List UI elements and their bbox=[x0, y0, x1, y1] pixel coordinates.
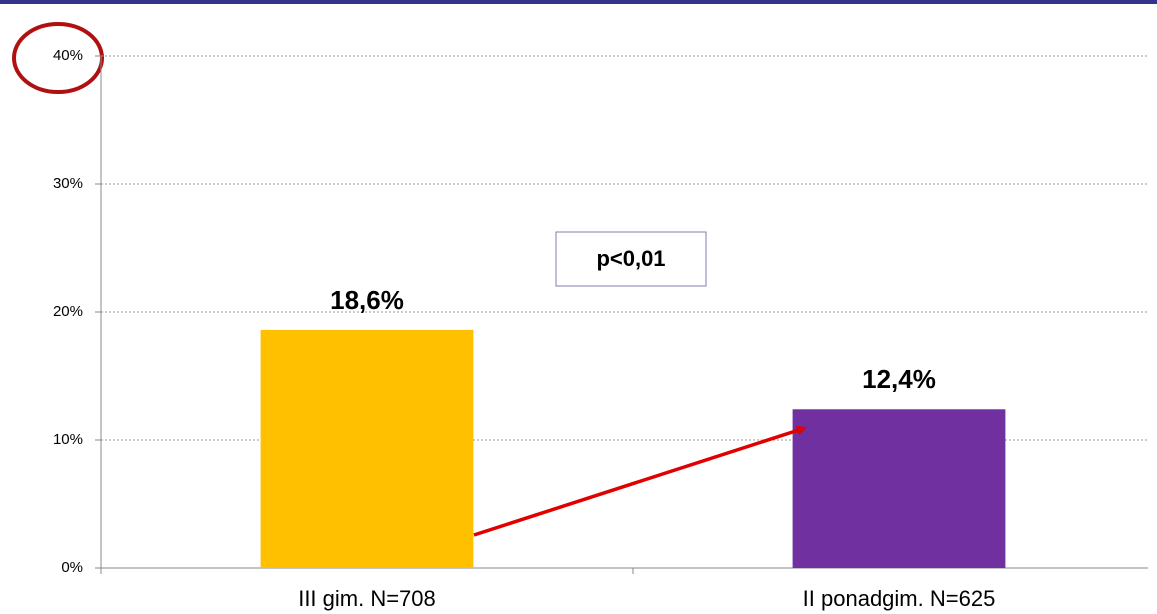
annotation-box bbox=[555, 231, 707, 287]
highlight-circle bbox=[12, 22, 104, 94]
x-tick-label: II ponadgim. N=625 bbox=[803, 586, 996, 611]
y-tick-label: 20% bbox=[53, 303, 83, 320]
y-tick-label: 40% bbox=[53, 47, 83, 64]
y-tick-label: 30% bbox=[53, 175, 83, 192]
bar bbox=[792, 409, 1006, 568]
y-tick-label: 10% bbox=[53, 431, 83, 448]
x-tick-label: III gim. N=708 bbox=[298, 586, 436, 611]
trend-arrow bbox=[473, 425, 807, 537]
y-tick-label: 0% bbox=[61, 559, 83, 576]
annotation: p<0,01 bbox=[596, 246, 665, 271]
value-label: 12,4% bbox=[862, 364, 936, 394]
value-label: 18,6% bbox=[330, 285, 404, 315]
top-rule bbox=[0, 0, 1157, 4]
bar bbox=[260, 329, 474, 568]
